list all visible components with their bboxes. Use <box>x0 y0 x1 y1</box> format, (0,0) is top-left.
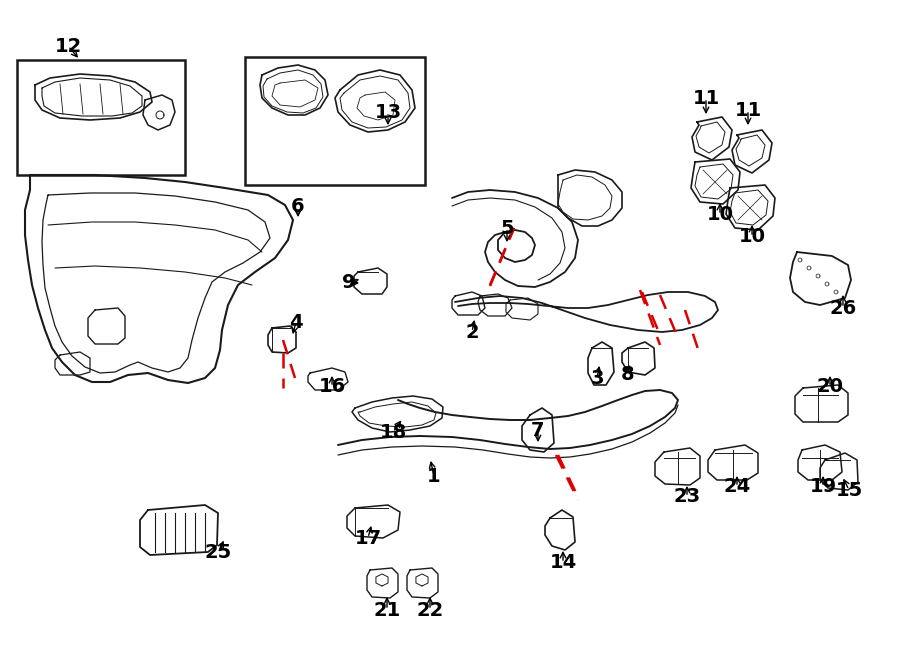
Text: 10: 10 <box>706 206 733 225</box>
Bar <box>245 57 425 185</box>
Text: 24: 24 <box>724 477 751 496</box>
Text: 11: 11 <box>692 89 720 108</box>
Text: 7: 7 <box>531 422 544 440</box>
Text: 20: 20 <box>816 377 843 397</box>
Text: 11: 11 <box>734 100 761 120</box>
Text: 10: 10 <box>739 227 766 247</box>
Text: 3: 3 <box>590 368 604 387</box>
Text: 26: 26 <box>830 299 857 317</box>
Text: 14: 14 <box>549 553 577 572</box>
Text: 23: 23 <box>673 488 700 506</box>
Text: 9: 9 <box>342 274 356 293</box>
Text: 5: 5 <box>500 219 514 237</box>
Bar <box>17 60 185 175</box>
Text: 18: 18 <box>380 422 407 442</box>
Text: 13: 13 <box>374 102 401 122</box>
Text: 6: 6 <box>292 198 305 217</box>
Text: 17: 17 <box>355 529 382 547</box>
Text: 4: 4 <box>289 313 302 332</box>
Text: 8: 8 <box>621 366 634 385</box>
Text: 15: 15 <box>835 481 862 500</box>
Text: 22: 22 <box>417 600 444 619</box>
Text: 12: 12 <box>54 36 82 56</box>
Text: 21: 21 <box>374 600 400 619</box>
Text: 16: 16 <box>319 377 346 397</box>
Text: 1: 1 <box>428 467 441 485</box>
Text: 25: 25 <box>204 543 231 563</box>
Text: 2: 2 <box>465 323 479 342</box>
Text: 19: 19 <box>809 477 837 496</box>
